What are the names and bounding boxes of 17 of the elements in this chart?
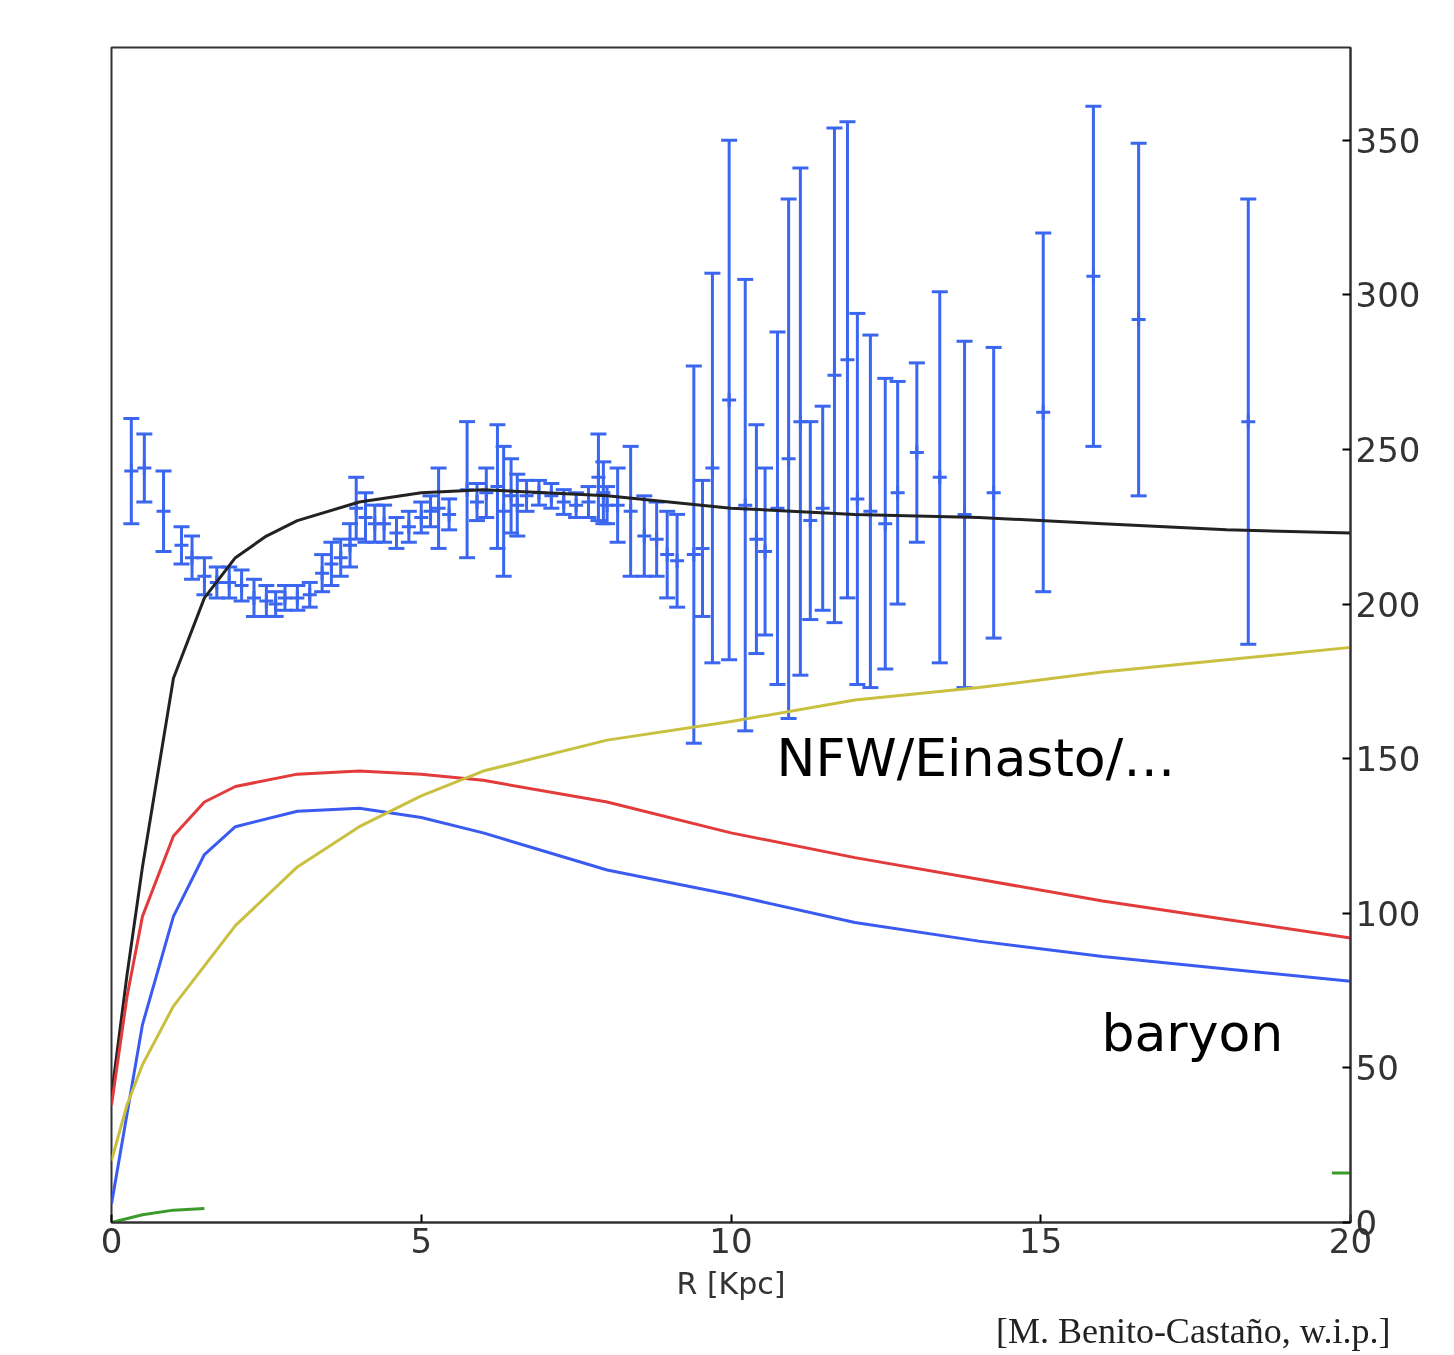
text: [M. Benito-Castaño, w.i.p.] xyxy=(995,1310,1391,1351)
y-tick-label: 200 xyxy=(1355,584,1421,625)
x-tick-label: 5 xyxy=(410,1220,433,1261)
y-tick-label: 50 xyxy=(1355,1048,1399,1089)
y-tick-label: 300 xyxy=(1355,275,1421,316)
y-tick-label: 250 xyxy=(1355,429,1421,470)
y-tick-label: 100 xyxy=(1355,893,1421,934)
y-tick-label: 150 xyxy=(1355,739,1421,780)
line-series xyxy=(111,806,1351,1206)
y-tick-label: 350 xyxy=(1355,120,1421,161)
x-axis-title: R [Kpc] xyxy=(676,1265,786,1301)
x-tick-label: 10 xyxy=(709,1220,753,1261)
line-series xyxy=(111,645,1351,1163)
annotation: NFW/Einasto/… xyxy=(776,727,1176,788)
x-tick-label: 0 xyxy=(100,1220,123,1261)
x-tick-label: 15 xyxy=(1019,1220,1063,1261)
annotation: baryon xyxy=(1101,1002,1284,1063)
